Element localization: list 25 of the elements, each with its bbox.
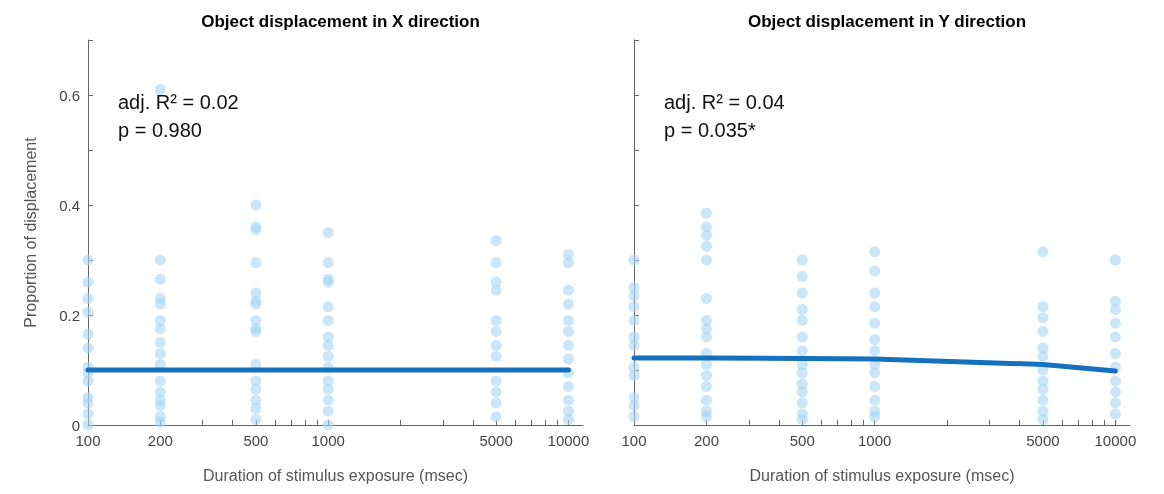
x-tick-label: 10000: [1094, 432, 1137, 449]
annotation: adj. R² = 0.04: [664, 91, 785, 113]
y-tick-label: 0.6: [59, 86, 80, 104]
annotation: p = 0.980: [118, 119, 202, 141]
x-axis-title: Duration of stimulus exposure (msec): [749, 466, 1015, 484]
y-tick-label: 0.2: [59, 306, 80, 324]
x-tick-label: 100: [75, 432, 101, 449]
x-tick-label: 100: [621, 432, 647, 449]
chart-title: Object displacement in X direction: [201, 12, 480, 31]
chart-title: Object displacement in Y direction: [747, 12, 1027, 31]
y-tick-label: 0: [71, 416, 80, 434]
x-tick-label: 500: [243, 432, 269, 449]
y-tick-label: 0.4: [59, 196, 80, 214]
y-axis-title: Proportion of displacement: [21, 136, 39, 328]
x-tick-label: 500: [789, 432, 815, 449]
x-tick-label: 200: [147, 432, 173, 449]
x-tick-label: 1000: [858, 432, 892, 449]
x-axis-title: Duration of stimulus exposure (msec): [203, 466, 468, 484]
x-tick-label: 5000: [1026, 432, 1060, 449]
x-tick-label: 5000: [479, 432, 513, 449]
annotation: adj. R² = 0.02: [118, 91, 239, 113]
x-tick-label: 10000: [547, 432, 590, 449]
x-tick-label: 1000: [311, 432, 345, 449]
x-tick-label: 200: [693, 432, 719, 449]
annotation: p = 0.035*: [664, 119, 756, 141]
